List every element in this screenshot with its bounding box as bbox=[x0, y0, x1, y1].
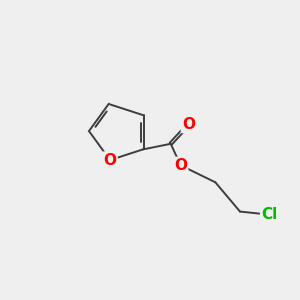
Text: O: O bbox=[174, 158, 187, 173]
Text: Cl: Cl bbox=[261, 207, 278, 222]
Text: O: O bbox=[182, 117, 195, 132]
Text: O: O bbox=[103, 153, 117, 168]
